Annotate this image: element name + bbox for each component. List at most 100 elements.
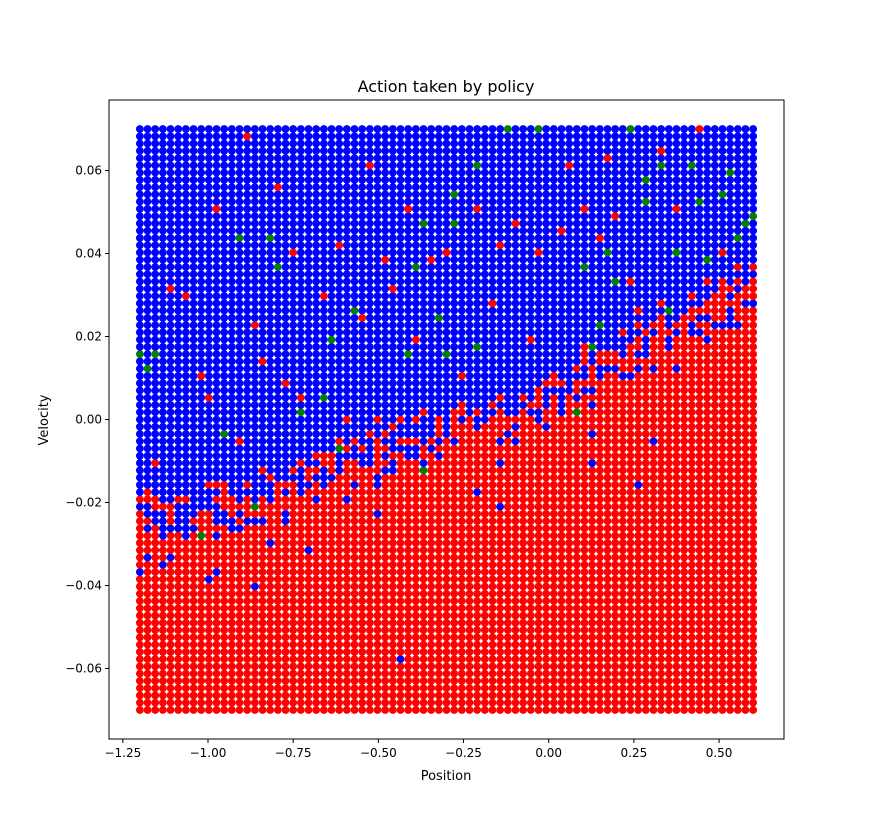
scatter-point [266, 161, 275, 170]
scatter-point [258, 495, 267, 504]
scatter-point [519, 568, 528, 576]
scatter-point [227, 626, 236, 634]
scatter-point [174, 444, 183, 453]
scatter-point [396, 342, 405, 351]
scatter-point [151, 190, 160, 199]
scatter-point [603, 459, 612, 467]
scatter-point [358, 691, 367, 700]
scatter-point [181, 662, 190, 671]
scatter-point [319, 473, 328, 482]
scatter-point [480, 531, 489, 540]
scatter-point [342, 451, 351, 460]
scatter-point [411, 175, 420, 184]
scatter-point [580, 589, 589, 598]
scatter-point [220, 553, 229, 562]
scatter-point [488, 589, 497, 598]
scatter-point [419, 263, 428, 271]
scatter-point [480, 568, 489, 576]
scatter-point [381, 611, 390, 620]
scatter-point [358, 633, 367, 642]
scatter-point [557, 350, 566, 359]
scatter-point [135, 647, 144, 656]
scatter-point [312, 255, 321, 264]
scatter-point [181, 205, 190, 213]
scatter-point [335, 575, 344, 584]
scatter-point [342, 524, 351, 533]
scatter-point [181, 386, 190, 395]
scatter-point [151, 350, 160, 359]
scatter-point [212, 466, 221, 475]
scatter-point [220, 248, 229, 257]
scatter-point [166, 306, 175, 315]
scatter-point [296, 662, 305, 671]
scatter-point [143, 357, 152, 366]
scatter-point [557, 669, 566, 678]
scatter-point [143, 473, 152, 482]
scatter-point [488, 350, 497, 359]
scatter-point [503, 575, 512, 584]
scatter-point [327, 488, 336, 497]
scatter-point [158, 270, 167, 279]
scatter-point [220, 575, 229, 584]
scatter-point [289, 190, 298, 199]
scatter-point [404, 284, 413, 293]
scatter-point [197, 175, 206, 184]
scatter-point [243, 655, 252, 664]
scatter-point [220, 342, 229, 351]
scatter-point [281, 553, 290, 562]
scatter-point [204, 706, 213, 714]
scatter-point [327, 575, 336, 584]
scatter-point [519, 422, 528, 431]
scatter-point [473, 270, 482, 279]
scatter-point [243, 531, 252, 540]
scatter-point [158, 306, 167, 315]
scatter-point [342, 328, 351, 337]
scatter-point [181, 451, 190, 460]
scatter-point [327, 466, 336, 475]
scatter-point [519, 146, 528, 155]
scatter-point [181, 263, 190, 271]
scatter-point [350, 597, 359, 605]
scatter-point [158, 139, 167, 148]
scatter-point [572, 662, 581, 671]
scatter-point [258, 168, 267, 177]
scatter-point [603, 618, 612, 627]
scatter-point [258, 444, 267, 453]
scatter-point [419, 415, 428, 424]
scatter-point [519, 248, 528, 257]
scatter-point [243, 350, 252, 359]
scatter-point [296, 597, 305, 605]
scatter-point [526, 212, 535, 221]
scatter-point [519, 328, 528, 337]
scatter-point [166, 459, 175, 467]
scatter-point [419, 226, 428, 235]
scatter-point [511, 706, 520, 714]
scatter-point [235, 197, 244, 206]
scatter-point [549, 459, 558, 467]
scatter-point [143, 706, 152, 714]
scatter-point [365, 408, 374, 417]
scatter-point [181, 393, 190, 402]
scatter-point [304, 495, 313, 504]
scatter-point [419, 197, 428, 206]
scatter-point [580, 401, 589, 409]
scatter-point [304, 335, 313, 344]
scatter-point [327, 662, 336, 671]
scatter-point [396, 633, 405, 642]
scatter-point [404, 655, 413, 664]
scatter-point [534, 517, 543, 526]
scatter-point [335, 611, 344, 620]
scatter-point [496, 234, 505, 242]
scatter-point [549, 379, 558, 388]
scatter-point [442, 473, 451, 482]
scatter-point [296, 677, 305, 685]
scatter-point [373, 335, 382, 344]
scatter-point [289, 328, 298, 337]
scatter-point [243, 604, 252, 613]
scatter-point [580, 451, 589, 460]
scatter-point [396, 175, 405, 184]
scatter-point [595, 321, 604, 329]
scatter-point [143, 379, 152, 388]
scatter-point [220, 270, 229, 279]
scatter-point [143, 284, 152, 293]
